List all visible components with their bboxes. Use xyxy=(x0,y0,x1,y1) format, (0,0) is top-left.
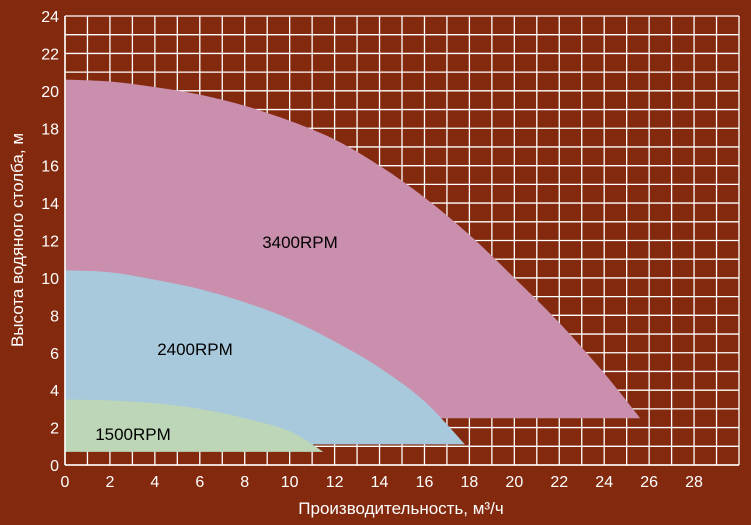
x-tick-label: 4 xyxy=(150,474,159,491)
axes xyxy=(64,16,739,466)
y-tick-label: 14 xyxy=(41,196,59,213)
y-axis-title: Высота водяного столба, м xyxy=(8,133,27,347)
x-tick-label: 16 xyxy=(416,474,434,491)
y-tick-label: 20 xyxy=(41,84,59,101)
y-tick-label: 18 xyxy=(41,121,59,138)
x-tick-label: 22 xyxy=(550,474,568,491)
series-areas xyxy=(65,79,641,452)
y-tick-label: 8 xyxy=(50,308,59,325)
y-tick-label: 2 xyxy=(50,421,59,438)
x-tick-label: 2 xyxy=(105,474,114,491)
area-2400rpm xyxy=(65,270,465,445)
y-tick-label: 0 xyxy=(50,458,59,475)
series-labels: 3400RPM 2400RPM 1500RPM xyxy=(95,233,338,444)
y-tick-label: 4 xyxy=(50,383,59,400)
series-label-3400rpm: 3400RPM xyxy=(262,233,338,252)
y-tick-label: 10 xyxy=(41,271,59,288)
x-tick-label: 26 xyxy=(640,474,658,491)
y-tick-label: 6 xyxy=(50,346,59,363)
x-tick-labels: 0 2 4 6 8 10 12 14 16 18 20 22 24 26 28 xyxy=(61,474,704,491)
x-tick-label: 14 xyxy=(371,474,389,491)
x-tick-label: 0 xyxy=(61,474,70,491)
y-tick-label: 24 xyxy=(41,9,59,26)
x-tick-label: 10 xyxy=(281,474,299,491)
x-axis-title: Производительность, м³/ч xyxy=(298,499,503,518)
y-tick-label: 22 xyxy=(41,46,59,63)
x-tick-label: 18 xyxy=(461,474,479,491)
x-tick-label: 12 xyxy=(326,474,344,491)
y-tick-label: 16 xyxy=(41,159,59,176)
x-tick-label: 20 xyxy=(505,474,523,491)
y-tick-label: 12 xyxy=(41,234,59,251)
area-1500rpm xyxy=(65,399,324,452)
series-label-1500rpm: 1500RPM xyxy=(95,425,171,444)
series-label-2400rpm: 2400RPM xyxy=(157,340,233,359)
x-tick-label: 24 xyxy=(595,474,613,491)
x-tick-label: 28 xyxy=(685,474,703,491)
x-tick-label: 8 xyxy=(240,474,249,491)
x-tick-label: 6 xyxy=(195,474,204,491)
